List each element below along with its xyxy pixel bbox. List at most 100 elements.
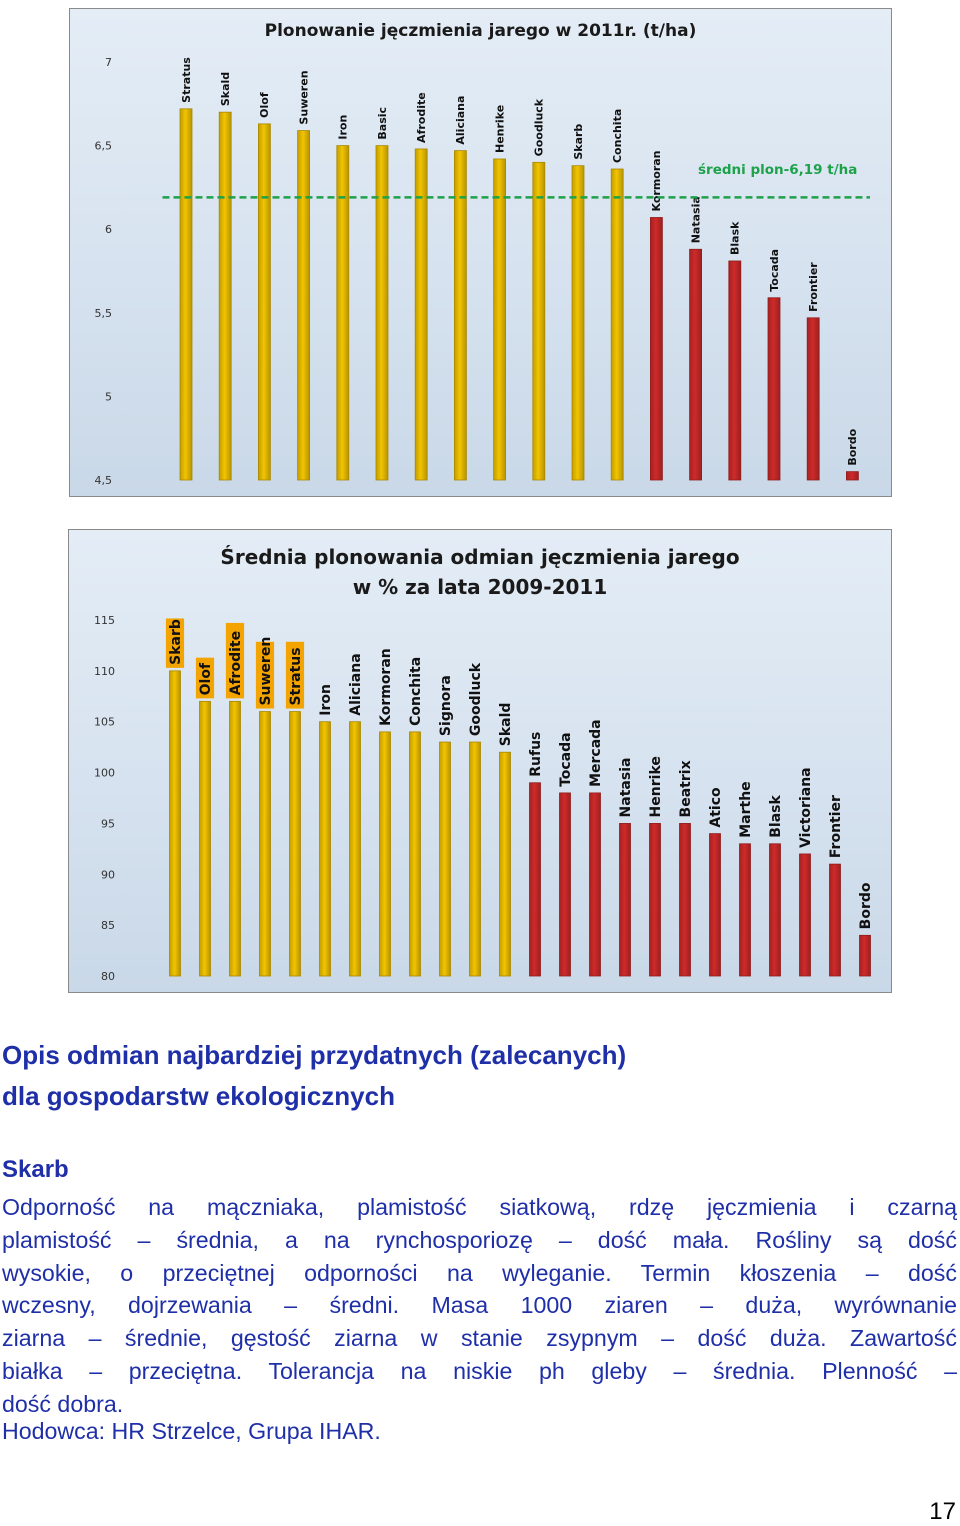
bar: [499, 751, 511, 977]
description-line: Odporność na mączniaka, plamistość siatk…: [2, 1194, 957, 1220]
bar: [169, 670, 181, 977]
category-label: Natasia: [618, 758, 634, 818]
bar: [532, 161, 546, 481]
yield-average-chart: Średnia plonowania odmian jęczmienia jar…: [68, 529, 892, 993]
y-tick-label: 95: [101, 817, 115, 830]
chart2-title-line2: w % za lata 2009-2011: [352, 575, 608, 599]
bar: [806, 317, 820, 481]
description-line: wysokie, o przeciętnej odporności na wyl…: [2, 1259, 957, 1286]
average-line-label: średni plon-6,19 t/ha: [698, 162, 857, 178]
description-line: plamistość – średnia, a na rynchosporioz…: [2, 1226, 957, 1253]
category-label: Rufus: [528, 732, 544, 777]
bar: [453, 150, 467, 481]
category-label: Tocada: [768, 249, 781, 292]
category-label: Signora: [438, 675, 454, 736]
category-label: Mercada: [588, 719, 604, 787]
category-label: Frontier: [828, 795, 844, 858]
chart2-title: Średnia plonowania odmian jęczmienia jar…: [69, 542, 891, 602]
bar: [257, 123, 271, 481]
category-label: Tocada: [558, 732, 574, 787]
category-label: Bordo: [846, 428, 859, 465]
category-label: Frontier: [807, 262, 820, 312]
category-label: Stratus: [288, 647, 304, 705]
bar: [767, 297, 781, 481]
category-label: Skald: [498, 703, 514, 747]
y-tick-label: 5: [105, 390, 112, 403]
bar: [739, 843, 751, 977]
category-label: Goodluck: [533, 98, 546, 156]
bar: [199, 700, 211, 977]
section-heading-line2: dla gospodarstw ekologicznych: [2, 1081, 395, 1111]
category-label: Conchita: [408, 657, 424, 726]
bar: [649, 823, 661, 977]
y-tick-label: 105: [94, 716, 115, 729]
page-number: 17: [929, 1498, 956, 1525]
category-label: Blask: [729, 221, 742, 255]
category-label: Iron: [318, 684, 334, 716]
bar: [414, 148, 428, 481]
bar: [846, 471, 859, 481]
category-label: Skald: [219, 72, 232, 106]
category-label: Skarb: [572, 124, 585, 160]
category-label: Atico: [708, 787, 724, 828]
label-highlight: [195, 657, 215, 699]
chart1-plot: 4,5 5 5,5 6 6,5 7 Stratus Skald Olof Suweren Iron B…: [95, 56, 870, 487]
y-tick-label: 90: [101, 868, 115, 881]
bar: [439, 741, 451, 977]
bar: [619, 823, 631, 977]
bar: [218, 111, 232, 481]
category-label: Olof: [258, 92, 271, 118]
bar: [689, 248, 702, 481]
y-tick-label: 80: [101, 970, 115, 983]
bar: [469, 741, 481, 977]
bar: [650, 217, 663, 481]
bar: [319, 721, 331, 977]
category-label: Marthe: [738, 781, 754, 837]
label-highlight: [255, 641, 275, 709]
category-label: Bordo: [858, 882, 874, 929]
breeder-info: Hodowca: HR Strzelce, Grupa IHAR.: [2, 1418, 381, 1444]
y-tick-label: 110: [94, 665, 115, 678]
yield-2011-chart: Plonowanie jęczmienia jarego w 2011r. (t…: [69, 8, 892, 497]
variety-description: Odporność na mączniaka, plamistość siatk…: [2, 1191, 957, 1421]
category-label: Blask: [768, 795, 784, 838]
y-tick-label: 85: [101, 919, 115, 932]
category-label: Stratus: [180, 57, 193, 103]
bar: [859, 934, 871, 977]
category-label: Henrike: [648, 756, 664, 817]
y-tick-label: 115: [94, 614, 115, 627]
bar: [728, 260, 742, 481]
category-label: Conchita: [611, 109, 624, 163]
bar: [179, 108, 193, 481]
bar: [799, 853, 811, 977]
section-heading-line1: Opis odmian najbardziej przydatnych (zal…: [2, 1040, 627, 1070]
chart2-plot: 80 85 90 95 100 105 110 115 Skarb Olof Afrodite Suw…: [94, 614, 874, 983]
bar: [829, 863, 841, 977]
y-tick-label: 100: [94, 767, 115, 780]
category-label: Suweren: [297, 70, 310, 124]
bar: [289, 711, 301, 977]
bar: [529, 782, 541, 977]
bar: [679, 823, 691, 977]
category-label: Skarb: [168, 619, 184, 665]
category-label: Henrike: [493, 105, 506, 153]
bar: [379, 731, 391, 977]
bar: [589, 792, 601, 977]
bar: [493, 158, 507, 481]
description-line: ziarna – średnie, gęstość ziarna w stani…: [2, 1325, 957, 1352]
bar: [259, 711, 271, 977]
variety-name: Skarb: [2, 1156, 69, 1183]
chart1-title: Plonowanie jęczmienia jarego w 2011r. (t…: [264, 21, 697, 41]
category-label: Kormoran: [378, 648, 394, 726]
category-label: Victoriana: [798, 767, 814, 848]
bar: [375, 145, 389, 481]
description-line: białka – przeciętna. Tolerancja na niski…: [2, 1357, 957, 1384]
y-tick-label: 7: [105, 56, 112, 69]
category-label: Aliciana: [454, 96, 467, 145]
category-label: Aliciana: [348, 653, 364, 715]
category-label: Natasia: [689, 196, 702, 243]
label-highlight: [225, 622, 245, 699]
y-tick-label: 4,5: [95, 474, 113, 487]
category-label: Beatrix: [678, 760, 694, 817]
bar: [709, 833, 721, 977]
